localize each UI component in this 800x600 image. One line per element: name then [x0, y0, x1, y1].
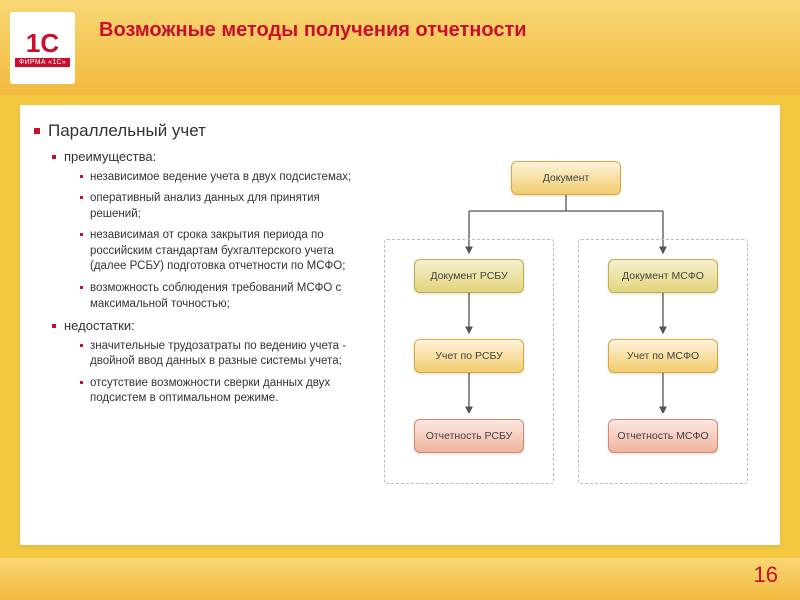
- diagram-node-doc_rsbu: Документ РСБУ: [414, 259, 524, 293]
- disadvantage-item: отсутствие возможности сверки данных дву…: [80, 376, 364, 407]
- diagram-node-doc_msfo: Документ МСФО: [608, 259, 718, 293]
- logo-main: 1C: [26, 30, 59, 56]
- logo-sub: ФИРМА «1С»: [15, 58, 70, 67]
- footer-band: [0, 558, 800, 600]
- advantage-item: независимое ведение учета в двух подсист…: [80, 170, 364, 186]
- diagram-node-uchet_msfo: Учет по МСФО: [608, 339, 718, 373]
- disadvantage-item: значительные трудозатраты по ведению уче…: [80, 339, 364, 370]
- text-column: преимущества: независимое ведение учета …: [34, 149, 364, 413]
- advantage-item: оперативный анализ данных для принятия р…: [80, 191, 364, 222]
- logo-1c: 1C ФИРМА «1С»: [10, 12, 75, 84]
- flowchart-diagram: ДокументДокумент РСБУУчет по РСБУОтчетно…: [378, 149, 762, 413]
- diagram-node-otch_msfo: Отчетность МСФО: [608, 419, 718, 453]
- slide-title: Возможные методы получения отчетности: [99, 12, 527, 43]
- diagram-node-uchet_rsbu: Учет по РСБУ: [414, 339, 524, 373]
- diagram-node-otch_rsbu: Отчетность РСБУ: [414, 419, 524, 453]
- diagram-node-doc: Документ: [511, 161, 621, 195]
- disadvantages-label: недостатки:: [64, 318, 135, 333]
- section-title: Параллельный учет: [34, 121, 762, 141]
- content-area: Параллельный учет преимущества: независи…: [20, 105, 780, 545]
- advantage-item: возможность соблюдения требований МСФО с…: [80, 281, 364, 312]
- disadvantages-heading: недостатки: значительные трудозатраты по…: [52, 318, 364, 407]
- advantages-heading: преимущества: независимое ведение учета …: [52, 149, 364, 312]
- header-band: 1C ФИРМА «1С» Возможные методы получения…: [0, 0, 800, 95]
- page-number: 16: [754, 562, 778, 588]
- advantage-item: независимая от срока закрытия периода по…: [80, 228, 364, 275]
- advantages-label: преимущества:: [64, 149, 156, 164]
